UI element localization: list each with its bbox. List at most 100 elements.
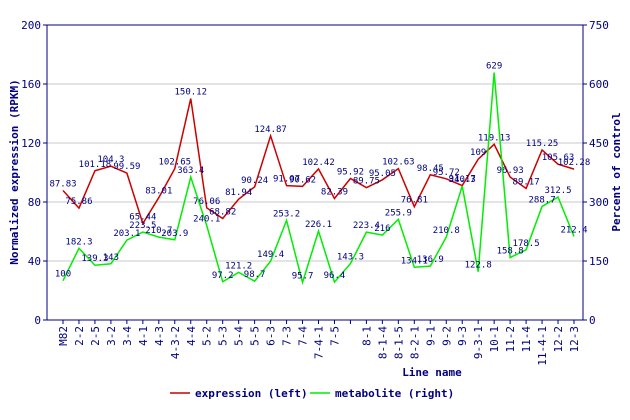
data-label: 76.81 — [401, 196, 428, 206]
data-label: 253.2 — [273, 209, 300, 219]
y2-tick-label: 750 — [589, 19, 609, 32]
data-label: 90.24 — [241, 176, 268, 186]
data-label: 212.4 — [560, 225, 587, 235]
data-label: 210.7 — [145, 226, 172, 236]
data-label: 96.4 — [324, 271, 346, 281]
x-tick-label: 7-3 — [281, 326, 294, 346]
y-axis-title: Normalized expression (RPKM) — [8, 79, 21, 264]
x-tick-label: 10-1 — [488, 326, 501, 353]
x-tick-label: 2-5 — [89, 326, 102, 346]
data-label: 150.12 — [174, 88, 207, 98]
data-label: 105.63 — [542, 153, 575, 163]
data-label: 134.1 — [401, 256, 428, 266]
y-tick-label: 120 — [21, 137, 41, 150]
data-label: 149.4 — [257, 250, 284, 260]
data-label: 223.5 — [129, 221, 156, 231]
data-label: 240.1 — [193, 215, 220, 225]
x-tick-label: 9-3-1 — [472, 326, 485, 359]
y-tick-label: 80 — [28, 196, 41, 209]
data-label: 100 — [55, 270, 71, 280]
data-label: 89.17 — [513, 177, 540, 187]
data-label: 68.82 — [209, 207, 236, 217]
x-tick-label: 4-4 — [185, 326, 198, 346]
data-label: 76.06 — [193, 197, 220, 207]
data-label: 83.01 — [145, 187, 172, 197]
data-label: 104.3 — [97, 155, 124, 165]
data-label: 216 — [374, 224, 390, 234]
y-tick-label: 40 — [28, 255, 41, 268]
data-label: 312.5 — [544, 186, 571, 196]
data-label: 90.62 — [289, 175, 316, 185]
data-label: 223.4 — [353, 221, 380, 231]
data-label: 98.45 — [417, 164, 444, 174]
x-tick-label: 5-4 — [233, 326, 246, 346]
data-label: 82.39 — [321, 187, 348, 197]
x-tick-label: 9-3 — [456, 326, 469, 346]
data-label: 98.7 — [244, 270, 266, 280]
x-tick-label: M82 — [57, 326, 70, 346]
x-tick-label: 5-5 — [249, 326, 262, 346]
x-tick-label: 9-1 — [424, 326, 437, 346]
data-label: 203.9 — [161, 229, 188, 239]
x-tick-label: 9-2 — [440, 326, 453, 346]
x-tick-label: 2-2 — [73, 326, 86, 346]
x-tick-label: 8-1-4 — [376, 326, 389, 359]
data-label: 288.7 — [529, 195, 556, 205]
x-axis-title: Line name — [402, 366, 462, 379]
data-label: 91.17 — [449, 175, 476, 185]
x-tick-label: 12-2 — [552, 326, 565, 353]
x-tick-label: 7-5 — [328, 326, 341, 346]
legend-label: metabolite (right) — [335, 387, 454, 400]
data-label: 255.9 — [385, 208, 412, 218]
data-label: 340.3 — [449, 175, 476, 185]
data-label: 97.2 — [212, 271, 234, 281]
x-tick-label: 4-3 — [153, 326, 166, 346]
y2-axis-title: Percent of control — [610, 112, 623, 231]
y-tick-label: 0 — [34, 314, 41, 327]
data-label: 89.75 — [353, 177, 380, 187]
x-tick-label: 4-1 — [137, 326, 150, 346]
data-label: 178.5 — [513, 239, 540, 249]
data-label: 102.63 — [382, 158, 415, 168]
data-label: 226.1 — [305, 220, 332, 230]
x-tick-label: 11-2 — [504, 326, 517, 353]
data-label: 124.87 — [254, 125, 287, 135]
data-label: 136.9 — [417, 255, 444, 265]
x-tick-label: 12-3 — [568, 326, 581, 353]
data-label: 81.94 — [225, 188, 252, 198]
x-tick-label: 11-4 — [520, 326, 533, 353]
data-label: 629 — [486, 62, 502, 72]
data-label: 91.07 — [273, 175, 300, 185]
data-label: 65.44 — [129, 212, 156, 222]
y2-tick-label: 450 — [589, 137, 609, 150]
data-label: 143.3 — [337, 253, 364, 263]
x-tick-label: 3-4 — [121, 326, 134, 346]
data-label: 87.83 — [49, 179, 76, 189]
data-label: 363.4 — [177, 166, 204, 176]
y2-tick-label: 300 — [589, 196, 609, 209]
x-tick-label: 6-3 — [265, 326, 278, 346]
data-label: 95.72 — [433, 168, 460, 178]
y2-tick-label: 150 — [589, 255, 609, 268]
data-label: 119.13 — [478, 133, 511, 143]
x-tick-label: 11-4-1 — [536, 326, 549, 366]
legend-label: expression (left) — [195, 387, 308, 400]
data-label: 95.92 — [337, 168, 364, 178]
data-label: 121.2 — [225, 261, 252, 271]
data-label: 210.8 — [433, 226, 460, 236]
data-label: 101.18 — [79, 160, 112, 170]
data-label: 182.3 — [65, 237, 92, 247]
series-line — [62, 72, 575, 286]
y2-tick-label: 600 — [589, 78, 609, 91]
x-tick-label: 4-3-2 — [169, 326, 182, 359]
data-label: 139.3 — [81, 254, 108, 264]
data-label: 102.65 — [159, 158, 192, 168]
data-label: 122.8 — [465, 261, 492, 271]
data-label: 143 — [103, 253, 119, 263]
y2-tick-label: 0 — [589, 314, 596, 327]
data-label: 102.42 — [302, 158, 335, 168]
data-label: 158.8 — [497, 247, 524, 257]
data-label: 95.05 — [369, 169, 396, 179]
x-tick-label: 7-4 — [297, 326, 310, 346]
